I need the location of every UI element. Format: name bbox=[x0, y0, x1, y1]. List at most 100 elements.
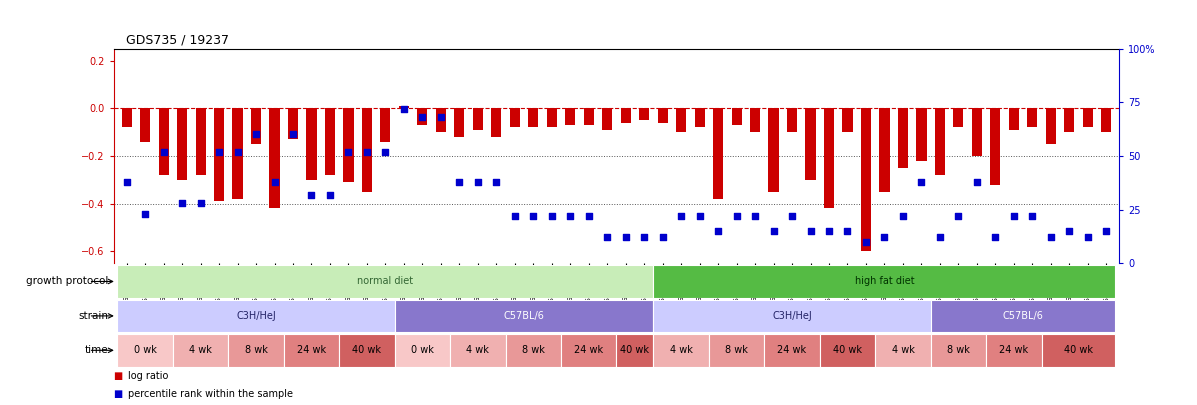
Bar bbox=[861, 108, 871, 252]
Bar bbox=[455, 108, 464, 137]
Point bbox=[764, 228, 783, 234]
Point bbox=[672, 213, 691, 219]
Bar bbox=[361, 108, 372, 192]
Bar bbox=[251, 108, 261, 144]
Text: growth protocol: growth protocol bbox=[26, 277, 109, 286]
Point bbox=[450, 179, 469, 185]
Text: C57BL/6: C57BL/6 bbox=[1003, 311, 1044, 321]
Text: strain: strain bbox=[79, 311, 109, 321]
Point bbox=[172, 200, 192, 207]
Bar bbox=[450, 334, 505, 367]
Point bbox=[192, 200, 211, 207]
Bar bbox=[229, 334, 284, 367]
Text: 8 wk: 8 wk bbox=[244, 345, 267, 355]
Point bbox=[358, 148, 377, 155]
Bar bbox=[843, 108, 852, 132]
Text: 8 wk: 8 wk bbox=[725, 345, 748, 355]
Bar bbox=[436, 108, 446, 132]
Bar bbox=[931, 300, 1116, 332]
Bar bbox=[694, 108, 705, 127]
Point bbox=[689, 213, 709, 219]
Bar bbox=[177, 108, 187, 180]
Bar bbox=[616, 334, 654, 367]
Text: 24 wk: 24 wk bbox=[575, 345, 603, 355]
Bar bbox=[931, 334, 986, 367]
Text: 40 wk: 40 wk bbox=[1064, 345, 1093, 355]
Point bbox=[542, 213, 561, 219]
Text: 24 wk: 24 wk bbox=[999, 345, 1028, 355]
Bar bbox=[1046, 108, 1056, 144]
Text: ■: ■ bbox=[114, 389, 126, 399]
Point bbox=[1041, 234, 1061, 241]
Bar bbox=[528, 108, 539, 127]
Bar bbox=[786, 108, 797, 132]
Bar bbox=[654, 334, 709, 367]
Point bbox=[856, 239, 875, 245]
Bar bbox=[935, 108, 944, 175]
Point bbox=[1022, 213, 1041, 219]
Bar bbox=[654, 300, 931, 332]
Bar bbox=[491, 108, 502, 137]
Bar bbox=[547, 108, 557, 127]
Text: 0 wk: 0 wk bbox=[411, 345, 433, 355]
Point bbox=[949, 213, 968, 219]
Point bbox=[597, 234, 616, 241]
Bar bbox=[990, 108, 1001, 185]
Point bbox=[634, 234, 654, 241]
Point bbox=[801, 228, 820, 234]
Text: 40 wk: 40 wk bbox=[620, 345, 650, 355]
Bar bbox=[584, 108, 594, 125]
Point bbox=[209, 148, 229, 155]
Bar bbox=[1101, 108, 1111, 132]
Point bbox=[431, 114, 450, 121]
Point bbox=[654, 234, 673, 241]
Text: 4 wk: 4 wk bbox=[669, 345, 693, 355]
Point bbox=[505, 213, 524, 219]
Text: ■: ■ bbox=[114, 371, 126, 381]
Point bbox=[321, 191, 340, 198]
Text: high fat diet: high fat diet bbox=[855, 277, 915, 286]
Bar bbox=[898, 108, 909, 168]
Point bbox=[727, 213, 746, 219]
Bar bbox=[713, 108, 723, 199]
Bar bbox=[269, 108, 280, 209]
Bar bbox=[140, 108, 150, 142]
Bar bbox=[654, 265, 1116, 298]
Text: 4 wk: 4 wk bbox=[892, 345, 915, 355]
Point bbox=[154, 148, 174, 155]
Point bbox=[376, 148, 395, 155]
Bar bbox=[395, 334, 450, 367]
Bar bbox=[117, 334, 172, 367]
Bar bbox=[806, 108, 815, 180]
Bar bbox=[565, 108, 576, 125]
Bar bbox=[986, 334, 1041, 367]
Point bbox=[616, 234, 636, 241]
Text: log ratio: log ratio bbox=[128, 371, 169, 381]
Bar bbox=[602, 108, 613, 130]
Point bbox=[487, 179, 506, 185]
Point bbox=[284, 131, 303, 138]
Bar bbox=[880, 108, 889, 192]
Text: 40 wk: 40 wk bbox=[352, 345, 382, 355]
Bar bbox=[232, 108, 243, 199]
Bar bbox=[768, 108, 778, 192]
Text: 40 wk: 40 wk bbox=[833, 345, 862, 355]
Point bbox=[746, 213, 765, 219]
Text: GDS735 / 19237: GDS735 / 19237 bbox=[126, 34, 229, 47]
Point bbox=[1059, 228, 1078, 234]
Bar bbox=[1083, 108, 1093, 127]
Bar bbox=[820, 334, 875, 367]
Text: 24 wk: 24 wk bbox=[778, 345, 807, 355]
Bar bbox=[917, 108, 926, 161]
Point bbox=[967, 179, 986, 185]
Point bbox=[1096, 228, 1116, 234]
Bar bbox=[284, 334, 339, 367]
Point bbox=[930, 234, 949, 241]
Point bbox=[524, 213, 543, 219]
Bar bbox=[339, 334, 395, 367]
Bar bbox=[399, 106, 409, 108]
Bar bbox=[561, 334, 616, 367]
Bar bbox=[1041, 334, 1116, 367]
Text: 4 wk: 4 wk bbox=[467, 345, 490, 355]
Bar bbox=[117, 265, 654, 298]
